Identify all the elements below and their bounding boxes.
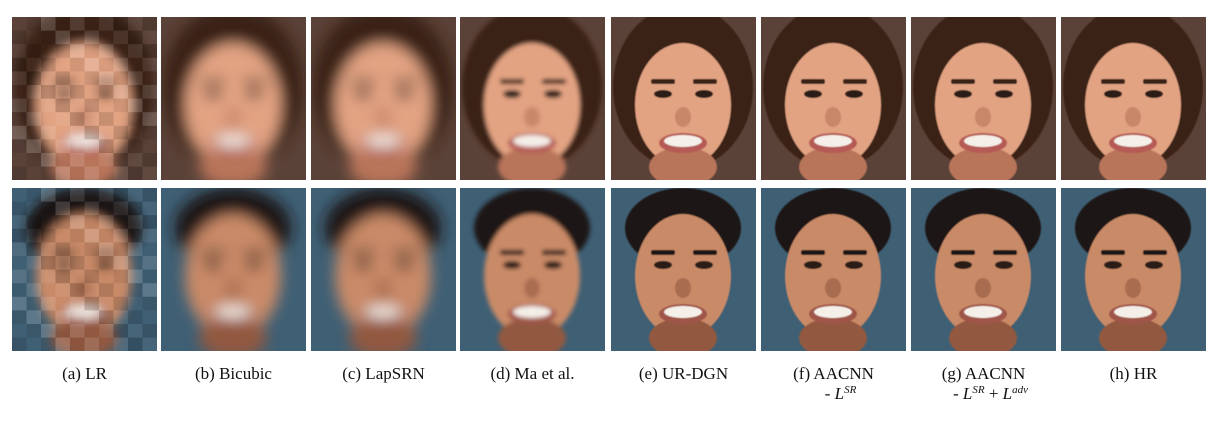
- caption-g: (g) AACNN - LSR + Ladv: [909, 364, 1059, 404]
- caption-f: (f) AACNN - LSR: [759, 364, 909, 404]
- caption-sublabel: - LSR + Ladv: [952, 384, 1029, 403]
- caption-a: (a) LR: [10, 364, 160, 384]
- face-image-man-smiling-ur-dgn: [611, 188, 756, 351]
- caption-label: (d) Ma et al.: [490, 364, 575, 383]
- face-image-woman-smiling-lapsrn: [311, 17, 456, 180]
- caption-h: (h) HR: [1059, 364, 1209, 384]
- caption-label: (h) HR: [1109, 364, 1158, 383]
- caption-label: (a) LR: [62, 364, 107, 383]
- face-image-man-smiling-ma-et-al: [460, 188, 605, 351]
- caption-d: (d) Ma et al.: [458, 364, 608, 384]
- face-image-woman-smiling-ma-et-al: [460, 17, 605, 180]
- caption-label: (b) Bicubic: [195, 364, 272, 383]
- caption-label: (e) UR-DGN: [638, 364, 729, 383]
- face-image-woman-smiling-aacnn-no-sr: [761, 17, 906, 180]
- face-image-man-smiling-high-resolution-ground-truth: [1061, 188, 1206, 351]
- face-image-woman-smiling-ur-dgn: [611, 17, 756, 180]
- caption-label: (g) AACNN: [941, 364, 1026, 383]
- face-image-man-smiling-lapsrn: [311, 188, 456, 351]
- caption-label: (f) AACNN: [793, 364, 874, 383]
- caption-c: (c) LapSRN: [309, 364, 459, 384]
- face-image-woman-smiling-high-resolution-ground-truth: [1061, 17, 1206, 180]
- caption-label: (c) LapSRN: [342, 364, 425, 383]
- face-image-man-smiling-aacnn-no-sr: [761, 188, 906, 351]
- face-image-man-smiling-aacnn-no-sr-adv: [911, 188, 1056, 351]
- face-image-man-smiling-bicubic: [161, 188, 306, 351]
- face-image-woman-smiling-bicubic: [161, 17, 306, 180]
- caption-b: (b) Bicubic: [159, 364, 309, 384]
- face-image-woman-smiling-aacnn-no-sr-adv: [911, 17, 1056, 180]
- face-image-woman-smiling-low-resolution-input: [12, 17, 157, 180]
- face-image-man-smiling-low-resolution-input: [12, 188, 157, 351]
- caption-e: (e) UR-DGN: [609, 364, 759, 384]
- caption-sublabel: - LSR: [824, 384, 857, 403]
